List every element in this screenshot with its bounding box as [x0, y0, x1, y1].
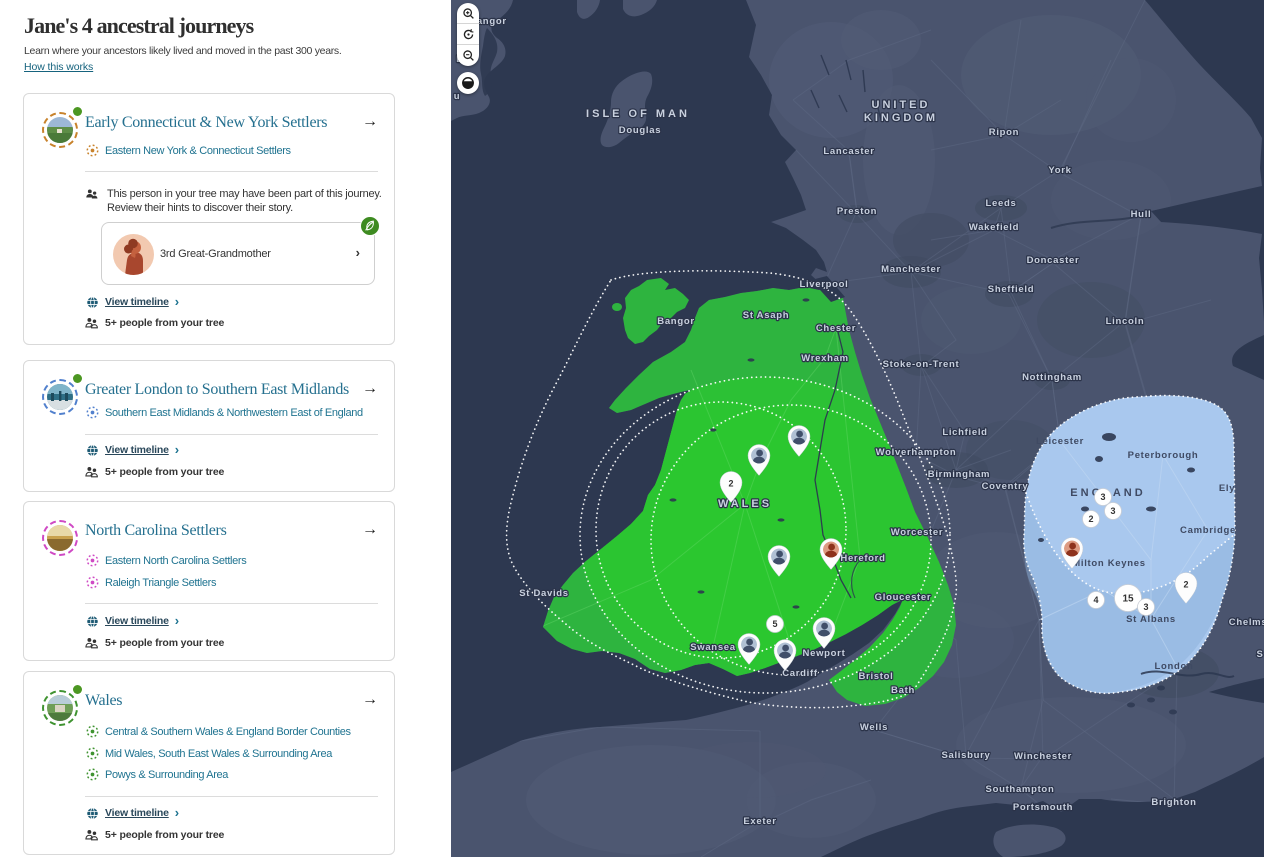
svg-text:WALES: WALES	[718, 498, 772, 510]
svg-text:Newport: Newport	[803, 648, 846, 659]
svg-text:Birmingham: Birmingham	[928, 469, 990, 480]
svg-text:Lancaster: Lancaster	[823, 146, 874, 157]
svg-text:Ely: Ely	[1219, 483, 1235, 494]
svg-text:Douglas: Douglas	[619, 125, 661, 136]
svg-text:Chelmsf: Chelmsf	[1229, 617, 1264, 628]
svg-text:Wrexham: Wrexham	[801, 353, 849, 364]
svg-text:St Davids: St Davids	[519, 588, 569, 599]
svg-text:Gloucester: Gloucester	[875, 592, 932, 603]
svg-text:2: 2	[1088, 514, 1093, 524]
svg-text:Hereford: Hereford	[840, 553, 885, 564]
svg-text:3: 3	[1110, 506, 1115, 516]
svg-text:KINGDOM: KINGDOM	[864, 112, 938, 124]
svg-text:Nottingham: Nottingham	[1022, 372, 1082, 383]
svg-text:Cambridge: Cambridge	[1180, 525, 1236, 536]
svg-text:Lichfield: Lichfield	[942, 427, 987, 438]
svg-text:Wells: Wells	[860, 722, 888, 733]
svg-text:Bangor: Bangor	[657, 316, 694, 327]
svg-text:St Albans: St Albans	[1126, 614, 1176, 625]
svg-text:Sheffield: Sheffield	[988, 284, 1034, 295]
svg-text:Salisbury: Salisbury	[941, 750, 990, 761]
svg-text:3: 3	[1100, 492, 1105, 502]
svg-text:Lincoln: Lincoln	[1106, 316, 1145, 327]
svg-text:u: u	[454, 91, 461, 102]
svg-text:Milton Keynes: Milton Keynes	[1072, 558, 1146, 569]
svg-text:4: 4	[1093, 595, 1098, 605]
svg-text:Swansea: Swansea	[690, 642, 736, 653]
svg-text:Chester: Chester	[816, 323, 856, 334]
svg-text:Portsmouth: Portsmouth	[1013, 802, 1073, 813]
svg-text:York: York	[1048, 165, 1071, 176]
svg-text:Exeter: Exeter	[743, 816, 776, 827]
svg-text:Leicester: Leicester	[1036, 436, 1084, 447]
svg-text:Bath: Bath	[891, 685, 915, 696]
svg-text:3: 3	[1143, 602, 1148, 612]
svg-text:Peterborough: Peterborough	[1128, 450, 1199, 461]
svg-text:Liverpool: Liverpool	[799, 279, 848, 290]
svg-text:15: 15	[1122, 594, 1134, 605]
svg-text:Ripon: Ripon	[989, 127, 1019, 138]
svg-text:ISLE OF MAN: ISLE OF MAN	[586, 108, 690, 120]
svg-text:UNITED: UNITED	[872, 99, 931, 111]
svg-text:St Asaph: St Asaph	[743, 310, 789, 321]
svg-text:Doncaster: Doncaster	[1027, 255, 1080, 266]
svg-text:London: London	[1154, 661, 1193, 672]
svg-text:2: 2	[1183, 580, 1188, 590]
svg-text:Hull: Hull	[1131, 209, 1152, 220]
svg-text:Wolverhampton: Wolverhampton	[876, 447, 957, 458]
svg-text:Preston: Preston	[837, 206, 877, 217]
svg-text:Cardiff: Cardiff	[782, 668, 818, 679]
svg-text:Stoke-on-Trent: Stoke-on-Trent	[883, 359, 960, 370]
svg-text:S: S	[1256, 649, 1263, 660]
svg-text:Leeds: Leeds	[986, 198, 1017, 209]
svg-text:Coventry: Coventry	[982, 481, 1029, 492]
svg-text:Southampton: Southampton	[986, 784, 1055, 795]
svg-text:Worcester: Worcester	[891, 527, 944, 538]
svg-text:2: 2	[728, 479, 733, 489]
svg-text:5: 5	[772, 619, 777, 629]
svg-text:Bristol: Bristol	[859, 671, 894, 682]
svg-text:Manchester: Manchester	[881, 264, 941, 275]
svg-text:Brighton: Brighton	[1151, 797, 1196, 808]
svg-text:Wakefield: Wakefield	[969, 222, 1019, 233]
svg-text:Winchester: Winchester	[1014, 751, 1072, 762]
